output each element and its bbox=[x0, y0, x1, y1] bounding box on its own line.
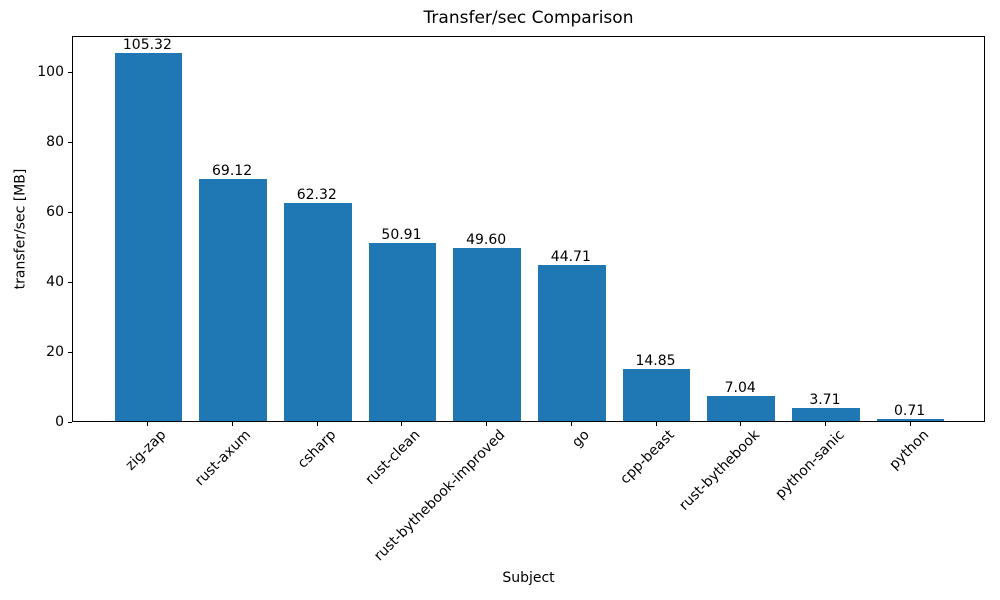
bar-rust-bythebook-improved bbox=[453, 247, 522, 421]
bar-go bbox=[537, 264, 606, 421]
x-tick-label-csharp: csharp bbox=[294, 427, 340, 472]
x-tick-mark bbox=[655, 422, 657, 426]
y-tick-label: 20 bbox=[46, 343, 64, 360]
x-tick-mark bbox=[740, 422, 742, 426]
bar-value-label-rust-bythebook: 7.04 bbox=[724, 380, 756, 397]
y-tick-label: 80 bbox=[46, 133, 64, 150]
x-tick-mark bbox=[570, 422, 572, 426]
y-tick-mark bbox=[68, 71, 72, 73]
y-tick-label: 40 bbox=[46, 273, 64, 290]
x-tick-label-zig-zap: zig-zap bbox=[123, 427, 170, 474]
bar-python-sanic bbox=[792, 408, 860, 421]
x-tick-label-rust-axum: rust-axum bbox=[192, 427, 255, 490]
chart-title: Transfer/sec Comparison bbox=[423, 8, 634, 28]
x-tick-mark bbox=[316, 422, 318, 426]
y-tick-mark bbox=[68, 211, 72, 213]
x-tick-mark bbox=[232, 422, 234, 426]
x-tick-label-python-sanic: python-sanic bbox=[772, 427, 848, 503]
y-tick-mark bbox=[68, 141, 72, 143]
x-tick-label-python: python bbox=[885, 427, 932, 473]
y-axis-label: transfer/sec [MB] bbox=[12, 168, 29, 290]
x-tick-label-rust-clean: rust-clean bbox=[362, 427, 424, 488]
x-tick-mark bbox=[401, 422, 403, 426]
bar-python bbox=[876, 418, 945, 421]
x-tick-mark bbox=[486, 422, 488, 426]
plot-area bbox=[72, 36, 985, 422]
x-tick-label-rust-bythebook: rust-bythebook bbox=[675, 427, 763, 514]
y-tick-label: 100 bbox=[37, 63, 64, 80]
bar-value-label-rust-bythebook-improved: 49.60 bbox=[466, 231, 507, 248]
x-tick-label-cpp-beast: cpp-beast bbox=[617, 427, 678, 488]
bar-rust-axum bbox=[199, 179, 267, 421]
bar-value-label-python-sanic: 3.71 bbox=[809, 392, 841, 409]
bar-rust-clean bbox=[368, 243, 437, 421]
bar-value-label-csharp: 62.32 bbox=[296, 187, 337, 204]
bar-cpp-beast bbox=[622, 369, 691, 421]
x-tick-mark bbox=[147, 422, 149, 426]
bar-value-label-go: 44.71 bbox=[550, 248, 591, 265]
x-tick-mark bbox=[824, 422, 826, 426]
y-tick-label: 60 bbox=[46, 203, 64, 220]
y-tick-mark bbox=[68, 421, 72, 423]
y-tick-label: 0 bbox=[55, 413, 64, 430]
bar-zig-zap bbox=[114, 52, 183, 421]
x-tick-label-go: go bbox=[569, 427, 594, 451]
x-axis-label: Subject bbox=[502, 570, 555, 586]
y-tick-mark bbox=[68, 281, 72, 283]
y-tick-mark bbox=[68, 351, 72, 353]
x-tick-mark bbox=[909, 422, 911, 426]
bar-value-label-rust-axum: 69.12 bbox=[212, 163, 253, 180]
bar-value-label-python: 0.71 bbox=[894, 402, 926, 419]
bar-value-label-cpp-beast: 14.85 bbox=[635, 353, 676, 370]
bar-rust-bythebook bbox=[707, 396, 776, 421]
bar-value-label-rust-clean: 50.91 bbox=[381, 227, 422, 244]
bar-csharp bbox=[283, 203, 352, 421]
bar-value-label-zig-zap: 105.32 bbox=[122, 36, 172, 53]
